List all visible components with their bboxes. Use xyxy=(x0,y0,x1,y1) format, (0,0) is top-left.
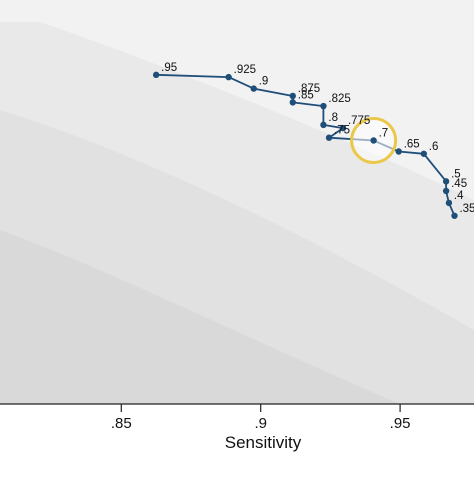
series-layer xyxy=(152,71,458,219)
data-point xyxy=(451,212,458,219)
data-point xyxy=(320,102,327,110)
data-point xyxy=(420,150,428,157)
data-point xyxy=(289,99,296,106)
point-label: .4 xyxy=(454,190,464,202)
data-point xyxy=(395,148,402,155)
x-axis-label: Sensitivity xyxy=(225,433,302,452)
point-label: .45 xyxy=(451,178,467,190)
point-label: .7 xyxy=(379,127,389,139)
series-line xyxy=(156,73,456,217)
point-label: .85 xyxy=(298,89,314,101)
x-axis-ticks: .85 .9 .95 xyxy=(111,404,411,432)
data-point xyxy=(339,124,347,132)
point-labels: .95.925.9.875.85.825.8.775.75.7.65.6.5.4… xyxy=(161,62,474,215)
data-point xyxy=(225,73,232,81)
plot-background xyxy=(0,0,474,404)
data-point xyxy=(325,134,333,141)
data-point xyxy=(152,71,160,79)
point-label: .5 xyxy=(451,168,461,180)
point-label: .95 xyxy=(161,62,177,74)
data-point xyxy=(442,187,450,195)
x-tick-label: .95 xyxy=(390,415,411,432)
point-label: .775 xyxy=(348,115,370,127)
data-point xyxy=(445,199,453,207)
x-tick-label: .9 xyxy=(254,415,267,432)
point-label: .925 xyxy=(234,64,256,76)
point-label: .9 xyxy=(259,76,269,88)
data-point xyxy=(320,121,327,129)
point-label: .825 xyxy=(328,93,350,105)
background-band xyxy=(0,230,400,404)
point-label: .875 xyxy=(298,83,320,95)
point-label: .35 xyxy=(459,203,474,215)
data-point xyxy=(289,92,296,100)
point-label: .6 xyxy=(429,141,439,153)
data-point xyxy=(442,178,450,185)
x-tick-label: .85 xyxy=(111,415,132,432)
data-point xyxy=(250,85,257,92)
point-label: .65 xyxy=(404,139,420,151)
data-point xyxy=(370,137,377,144)
point-label: .8 xyxy=(328,112,338,124)
point-label: .75 xyxy=(334,125,350,137)
